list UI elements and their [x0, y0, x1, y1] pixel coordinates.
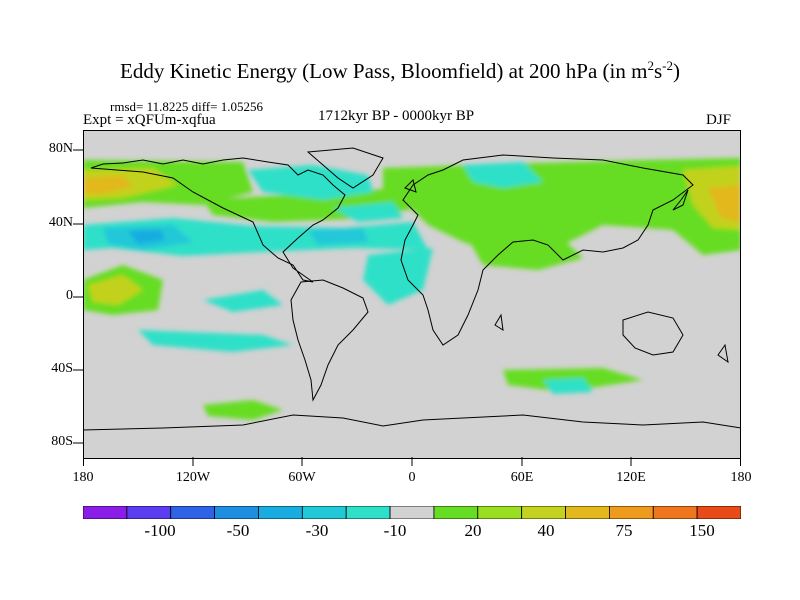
coast-antarctica [83, 414, 741, 431]
x-axis-ticks [83, 457, 741, 466]
coast-madagascar [494, 313, 504, 331]
anomaly-neg-east-asia [463, 162, 543, 188]
anomaly-neg-south-atlantic [138, 330, 293, 352]
colorbar-swatch-13 [609, 506, 654, 519]
y-label-0: 0 [66, 288, 73, 303]
x-label-0: 0 [408, 470, 416, 485]
eke-map [83, 130, 741, 459]
x-label-60e: 60E [510, 470, 534, 485]
anomaly-neg-pacific-center [128, 230, 165, 244]
colorbar-swatch-11 [521, 506, 566, 519]
x-label-120e: 120E [616, 470, 646, 485]
x-label-180w: 180 [72, 470, 94, 485]
y-axis-ticks [73, 149, 83, 444]
colorbar-swatch-4 [214, 506, 259, 519]
coast-uk [404, 179, 417, 193]
season-label: DJF [706, 112, 732, 128]
colorbar-label-1: -100 [144, 521, 176, 540]
colorbar-swatch-7 [345, 506, 391, 519]
anomaly-neg-south-america [203, 290, 283, 312]
anomaly-neg-atlantic-core [308, 228, 368, 245]
anomaly-pos-east-pacific-core [708, 185, 741, 222]
colorbar-swatch-5 [258, 506, 303, 519]
colorbar-swatch-3 [170, 506, 215, 519]
coast-nz [717, 343, 729, 364]
coast-eurasia-africa [400, 154, 694, 346]
colorbar-swatch-9 [433, 506, 479, 519]
colorbar-label-8: 150 [689, 521, 715, 540]
coast-north-america [90, 157, 346, 283]
coast-japan [672, 189, 689, 211]
title-exponent-2: -2 [662, 58, 673, 73]
colorbar-label-6: 40 [537, 521, 555, 540]
anomaly-neg-north-atlantic [333, 202, 403, 222]
colorbar-label-2: -50 [226, 521, 250, 540]
colorbar-swatch-14 [652, 506, 698, 519]
anomaly-pos-south-pacific [203, 400, 283, 420]
coast-greenland [306, 147, 384, 189]
anomaly-neg-southern-ocean [543, 378, 593, 394]
anomaly-pos-north-pacific-core [83, 176, 133, 194]
coast-south-america [290, 279, 369, 402]
colorbar-label-4: -10 [383, 521, 407, 540]
anomaly-neg-north-america [248, 165, 373, 200]
map-title: Eddy Kinetic Energy (Low Pass, Bloomfiel… [0, 58, 800, 84]
anomaly-neg-tropical-atlantic [363, 248, 433, 305]
title-close: ) [672, 59, 680, 83]
y-label-80s: 80S [51, 434, 73, 449]
x-label-60w: 60W [288, 470, 316, 485]
y-label-40n: 40N [48, 215, 73, 230]
period-label: 1712kyr BP - 0000kyr BP [318, 108, 475, 124]
anomaly-pos-tropical-pacific-core [88, 275, 143, 305]
colorbar-swatch-1 [83, 506, 128, 519]
title-unit-s: s [653, 59, 663, 83]
experiment-label: Expt = xQFUm-xqfua [83, 112, 216, 128]
colorbar-swatch-12 [565, 506, 610, 519]
coast-australia [622, 311, 684, 356]
colorbar-label-7: 75 [615, 521, 633, 540]
colorbar-label-5: 20 [464, 521, 482, 540]
colorbar-label-3: -30 [305, 521, 329, 540]
x-label-180e: 180 [730, 470, 752, 485]
stats-text: rmsd= 11.8225 diff= 1.05256 [110, 99, 263, 114]
colorbar-swatch-2 [126, 506, 172, 519]
y-label-40s: 40S [51, 361, 73, 376]
y-label-80n: 80N [48, 141, 73, 156]
colorbar-swatch-10 [477, 506, 523, 519]
colorbar-swatch-6 [301, 506, 347, 519]
x-label-120w: 120W [175, 470, 211, 485]
colorbar-swatch-8 [389, 506, 435, 519]
coastlines [83, 147, 741, 431]
colorbar [83, 506, 741, 519]
title-text: Eddy Kinetic Energy (Low Pass, Bloomfiel… [120, 59, 648, 83]
colorbar-swatch-15 [696, 506, 741, 519]
title-exponent-1: 2 [647, 58, 654, 73]
